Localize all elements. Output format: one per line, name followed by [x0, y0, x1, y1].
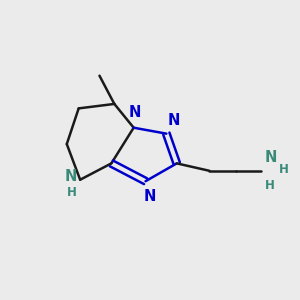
Text: N: N: [65, 169, 77, 184]
Text: N: N: [265, 150, 278, 165]
Text: H: H: [265, 179, 275, 192]
Text: N: N: [144, 189, 156, 204]
Text: H: H: [279, 163, 289, 176]
Text: H: H: [67, 186, 77, 199]
Text: N: N: [128, 105, 141, 120]
Text: N: N: [168, 113, 180, 128]
